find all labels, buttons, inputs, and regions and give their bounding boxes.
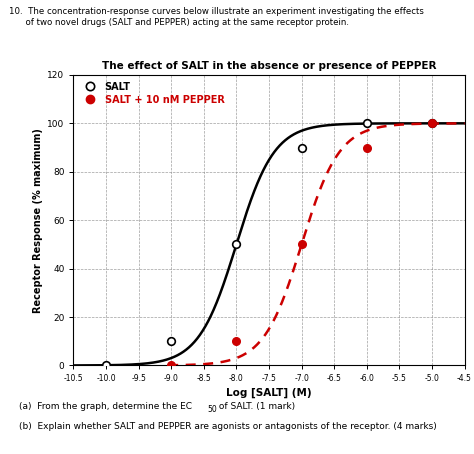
Text: 10.  The concentration-response curves below illustrate an experiment investigat: 10. The concentration-response curves be… xyxy=(9,7,424,16)
Y-axis label: Receptor Response (% maximum): Receptor Response (% maximum) xyxy=(33,128,43,313)
Legend: SALT, SALT + 10 nM PEPPER: SALT, SALT + 10 nM PEPPER xyxy=(78,80,227,107)
X-axis label: Log [SALT] (M): Log [SALT] (M) xyxy=(226,388,312,398)
Text: (b)  Explain whether SALT and PEPPER are agonists or antagonists of the receptor: (b) Explain whether SALT and PEPPER are … xyxy=(19,422,437,431)
Text: (a)  From the graph, determine the EC: (a) From the graph, determine the EC xyxy=(19,402,192,411)
Title: The effect of SALT in the absence or presence of PEPPER: The effect of SALT in the absence or pre… xyxy=(102,61,436,71)
Text: of SALT. (1 mark): of SALT. (1 mark) xyxy=(216,402,295,411)
Text: 50: 50 xyxy=(207,405,217,414)
Text: of two novel drugs (SALT and PEPPER) acting at the same receptor protein.: of two novel drugs (SALT and PEPPER) act… xyxy=(9,18,349,27)
